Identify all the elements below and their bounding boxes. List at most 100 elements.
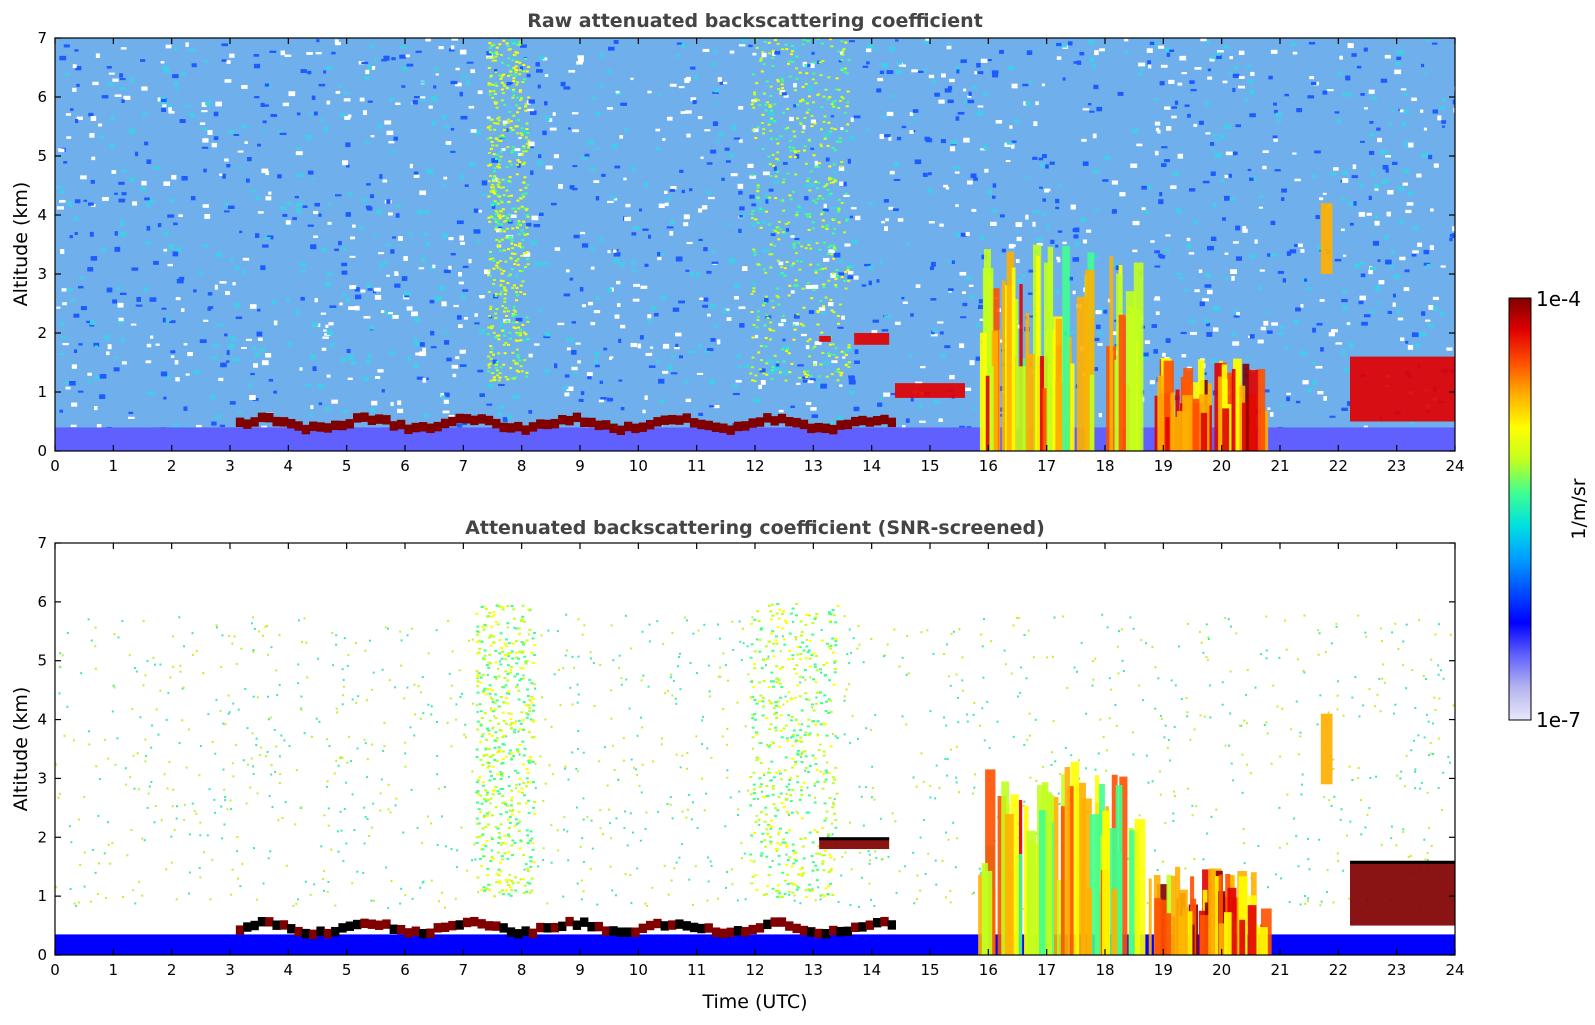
noise-speckle (1279, 404, 1283, 407)
aerosol-plume-speckle (501, 82, 504, 84)
noise-speckle (167, 104, 172, 107)
noise-speckle (797, 364, 804, 366)
noise-speckle (945, 88, 952, 92)
boundary-layer-segment (309, 930, 317, 939)
noise-speckle (1204, 716, 1206, 718)
noise-speckle (1393, 302, 1396, 306)
noise-speckle (1181, 72, 1187, 74)
boundary-layer-segment (888, 418, 896, 427)
aerosol-plume-speckle (798, 377, 801, 379)
boundary-layer-segment (521, 425, 529, 434)
aerosol-plume-speckle (752, 337, 755, 339)
noise-speckle (1073, 291, 1076, 295)
aerosol-plume-speckle (768, 42, 771, 44)
noise-speckle (1186, 711, 1188, 713)
boundary-layer-segment (551, 923, 559, 932)
noise-speckle (75, 232, 78, 235)
noise-speckle (1394, 623, 1396, 625)
x-tick-label: 3 (225, 457, 235, 475)
noise-speckle (1145, 210, 1149, 214)
noise-speckle (224, 796, 226, 798)
noise-speckle (1296, 108, 1302, 112)
noise-speckle (202, 672, 204, 674)
noise-speckle (422, 712, 424, 714)
noise-speckle (956, 781, 958, 783)
noise-speckle (1381, 640, 1383, 642)
noise-speckle (880, 134, 885, 139)
aerosol-plume-speckle (830, 45, 833, 47)
noise-speckle (919, 890, 921, 892)
boundary-layer-segment (331, 421, 339, 430)
noise-speckle (121, 338, 125, 342)
noise-speckle (243, 258, 249, 261)
noise-speckle (1301, 784, 1303, 786)
aerosol-plume-speckle (770, 138, 773, 140)
noise-speckle (761, 791, 763, 793)
noise-speckle (936, 765, 938, 767)
noise-speckle (66, 113, 71, 116)
noise-speckle (121, 47, 127, 49)
noise-speckle (254, 96, 259, 98)
noise-speckle (243, 759, 245, 761)
noise-speckle (1045, 164, 1049, 168)
noise-speckle (432, 121, 436, 126)
noise-speckle (838, 901, 840, 903)
noise-speckle (642, 228, 648, 230)
noise-speckle (388, 141, 394, 143)
noise-speckle (782, 370, 789, 375)
noise-speckle (1346, 835, 1348, 837)
noise-speckle (391, 402, 394, 406)
noise-speckle (450, 745, 452, 747)
boundary-layer-segment (448, 417, 456, 426)
noise-speckle (905, 723, 907, 725)
noise-speckle (773, 181, 779, 184)
boundary-layer-segment (631, 928, 639, 937)
noise-speckle (679, 170, 683, 173)
noise-speckle (1092, 679, 1094, 681)
noise-speckle (1223, 81, 1228, 84)
noise-speckle (156, 344, 160, 346)
boundary-layer-segment (719, 929, 727, 938)
noise-speckle (926, 629, 928, 631)
noise-speckle (678, 656, 680, 658)
noise-speckle (671, 632, 673, 634)
noise-speckle (505, 735, 507, 737)
noise-speckle (389, 679, 391, 681)
noise-speckle (1323, 193, 1327, 195)
noise-speckle (710, 150, 716, 154)
aerosol-plume-speckle (492, 186, 495, 188)
noise-speckle (116, 286, 119, 290)
noise-speckle (667, 226, 674, 228)
noise-speckle (167, 692, 169, 694)
noise-speckle (186, 767, 188, 769)
noise-speckle (99, 778, 101, 780)
noise-speckle (1178, 154, 1183, 159)
noise-speckle (1182, 354, 1187, 357)
noise-speckle (978, 105, 984, 107)
noise-speckle (1450, 634, 1452, 636)
aerosol-plume-speckle (489, 175, 492, 177)
noise-speckle (174, 829, 176, 831)
aerosol-plume-speckle (518, 245, 521, 247)
noise-speckle (102, 95, 109, 98)
noise-speckle (702, 205, 707, 209)
noise-speckle (1307, 95, 1314, 98)
aerosol-plume-speckle (777, 304, 780, 306)
aerosol-plume-speckle (515, 65, 518, 67)
noise-speckle (452, 650, 454, 652)
aerosol-plume-speckle (818, 375, 821, 377)
noise-speckle (1402, 831, 1404, 833)
noise-speckle (457, 315, 462, 320)
noise-speckle (577, 770, 579, 772)
noise-speckle (924, 41, 930, 44)
noise-speckle (366, 360, 370, 364)
aerosol-plume-speckle (750, 293, 753, 295)
noise-speckle (1215, 809, 1217, 811)
noise-speckle (58, 797, 60, 799)
noise-speckle (230, 894, 232, 896)
noise-speckle (562, 667, 564, 669)
noise-speckle (1404, 93, 1409, 96)
noise-speckle (806, 285, 813, 289)
noise-speckle (298, 619, 300, 621)
noise-speckle (435, 67, 438, 71)
